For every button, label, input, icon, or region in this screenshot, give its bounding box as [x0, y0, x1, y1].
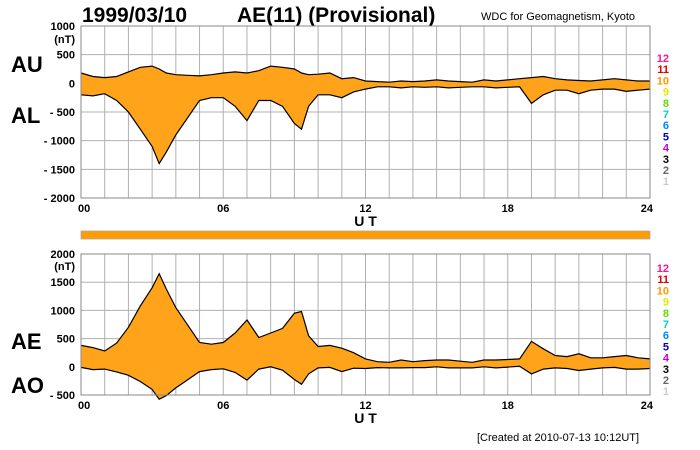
x-tick-label: 18: [502, 203, 514, 215]
y-tick-label: - 500: [50, 390, 75, 402]
station-availability-bar: [80, 230, 651, 240]
y-unit-label: (nT): [54, 34, 75, 46]
y-unit-label: (nT): [54, 261, 75, 273]
plot-frame: [80, 253, 651, 396]
y-tick-label: 0: [69, 78, 75, 90]
station-count-label: 10: [657, 285, 669, 297]
x-tick-label: 06: [217, 400, 229, 412]
station-count-label: 1: [663, 176, 669, 188]
ao-label: AO: [11, 373, 44, 398]
x-tick-label: 12: [359, 203, 371, 215]
station-count-label: 1: [663, 386, 669, 398]
station-count-label: 11: [657, 64, 669, 76]
y-tick-label: 1000: [51, 305, 75, 317]
x-tick-label: 06: [217, 203, 229, 215]
y-tick-label: - 1500: [44, 164, 75, 176]
station-count-label: 8: [663, 98, 669, 110]
x-tick-label: 00: [78, 400, 90, 412]
x-tick-label: 24: [641, 203, 654, 215]
ae-label: AE: [11, 329, 42, 354]
filled-band: [81, 273, 650, 400]
station-count-label: 10: [657, 75, 669, 87]
station-count-label: 11: [657, 274, 669, 286]
x-tick-label: 00: [78, 203, 90, 215]
series-line-al: [80, 86, 651, 165]
station-count-label: 5: [663, 131, 669, 143]
station-count-label: 6: [663, 330, 669, 342]
station-count-label: 7: [663, 319, 669, 331]
plot-frame: [80, 25, 651, 199]
chart-date: 1999/03/10: [82, 4, 188, 27]
station-count-label: 9: [663, 87, 669, 99]
y-tick-label: - 2000: [44, 193, 75, 205]
station-count-label: 5: [663, 341, 669, 353]
station-count-label: 8: [663, 308, 669, 320]
y-tick-label: - 1000: [44, 136, 75, 148]
chart-title: AE(11) (Provisional): [237, 4, 436, 27]
x-tick-label: 18: [502, 400, 514, 412]
created-timestamp: [Created at 2010-07-13 10:12UT]: [477, 432, 640, 444]
y-tick-label: 2000: [51, 249, 75, 261]
series-line-ao: [80, 365, 651, 400]
station-count-label: 12: [657, 263, 669, 275]
y-tick-label: 1500: [51, 277, 75, 289]
x-tick-label: 12: [359, 400, 371, 412]
station-count-label: 9: [663, 297, 669, 309]
station-count-label: 3: [663, 154, 669, 166]
x-axis-label: U T: [354, 410, 377, 426]
y-tick-label: 0: [69, 362, 75, 374]
y-tick-label: - 500: [50, 107, 75, 119]
station-count-label: 2: [663, 375, 669, 387]
al-label: AL: [11, 103, 41, 128]
x-axis-label: U T: [354, 213, 377, 229]
station-count-label: 7: [663, 109, 669, 121]
x-tick-label: 24: [641, 400, 654, 412]
station-count-label: 12: [657, 53, 669, 65]
au-label: AU: [11, 52, 43, 77]
station-count-label: 2: [663, 165, 669, 177]
station-count-label: 4: [663, 353, 670, 365]
y-tick-label: 500: [57, 50, 75, 62]
data-source: WDC for Geomagnetism, Kyoto: [481, 11, 636, 23]
station-count-label: 3: [663, 364, 669, 376]
filled-band: [81, 66, 650, 164]
station-count-label: 6: [663, 120, 669, 132]
series-line-au: [80, 65, 650, 83]
y-tick-label: 1000: [51, 21, 75, 33]
series-line-ae: [80, 272, 651, 363]
station-count-label: 4: [663, 143, 670, 155]
y-tick-label: 500: [57, 334, 75, 346]
